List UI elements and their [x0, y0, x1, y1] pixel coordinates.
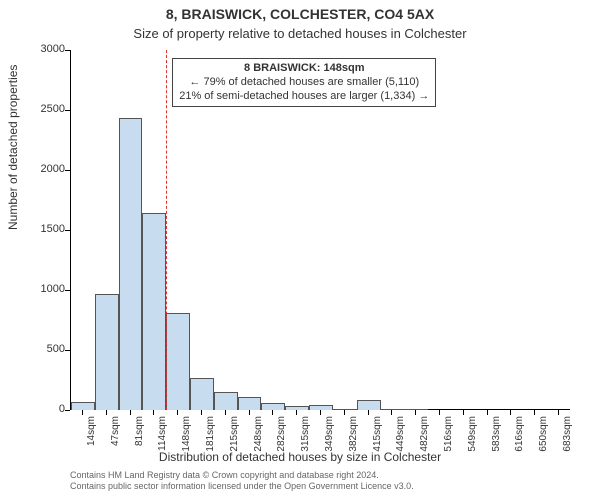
- x-tick-mark: [463, 410, 464, 415]
- x-tick-label: 449sqm: [395, 416, 406, 476]
- histogram-bar: [166, 313, 190, 410]
- x-tick-label: 650sqm: [538, 416, 549, 476]
- y-tick-label: 3000: [15, 43, 65, 55]
- y-tick-label: 1000: [15, 283, 65, 295]
- x-tick-mark: [344, 410, 345, 415]
- annot-label: 8 BRAISWICK:: [244, 62, 323, 74]
- x-tick-label: 181sqm: [205, 416, 216, 476]
- y-axis-label: Number of detached properties: [6, 65, 20, 230]
- x-tick-label: 415sqm: [372, 416, 383, 476]
- x-tick-mark: [296, 410, 297, 415]
- x-tick-mark: [320, 410, 321, 415]
- x-tick-mark: [439, 410, 440, 415]
- x-tick-label: 282sqm: [276, 416, 287, 476]
- x-tick-mark: [177, 410, 178, 415]
- plot-area: 8 BRAISWICK: 148sqm ← 79% of detached ho…: [70, 50, 570, 410]
- x-tick-mark: [153, 410, 154, 415]
- x-tick-label: 583sqm: [491, 416, 502, 476]
- histogram-bar: [71, 402, 95, 410]
- x-tick-label: 14sqm: [86, 416, 97, 476]
- x-axis-label: Distribution of detached houses by size …: [0, 450, 600, 464]
- x-tick-label: 616sqm: [514, 416, 525, 476]
- x-tick-mark: [225, 410, 226, 415]
- y-tick-label: 1500: [15, 223, 65, 235]
- footer: Contains HM Land Registry data © Crown c…: [70, 470, 414, 492]
- histogram-bar: [238, 397, 262, 410]
- x-tick-mark: [130, 410, 131, 415]
- x-tick-mark: [249, 410, 250, 415]
- x-tick-label: 349sqm: [324, 416, 335, 476]
- figure: 8, BRAISWICK, COLCHESTER, CO4 5AX Size o…: [0, 0, 600, 500]
- histogram-bar: [142, 213, 166, 410]
- x-tick-label: 549sqm: [467, 416, 478, 476]
- title-sub: Size of property relative to detached ho…: [0, 26, 600, 41]
- x-tick-mark: [534, 410, 535, 415]
- histogram-bar: [95, 294, 119, 410]
- footer-line1: Contains HM Land Registry data © Crown c…: [70, 470, 379, 480]
- x-tick-label: 47sqm: [110, 416, 121, 476]
- histogram-bar: [119, 118, 143, 410]
- x-tick-mark: [510, 410, 511, 415]
- footer-line2: Contains public sector information licen…: [70, 481, 414, 491]
- annot-line3: 21% of semi-detached houses are larger (…: [179, 90, 429, 102]
- x-tick-mark: [558, 410, 559, 415]
- x-tick-label: 81sqm: [134, 416, 145, 476]
- x-tick-mark: [272, 410, 273, 415]
- annot-line2: ← 79% of detached houses are smaller (5,…: [189, 76, 419, 88]
- x-tick-mark: [368, 410, 369, 415]
- reference-line: [166, 50, 167, 410]
- x-tick-mark: [487, 410, 488, 415]
- x-tick-label: 148sqm: [181, 416, 192, 476]
- x-tick-label: 683sqm: [562, 416, 573, 476]
- x-tick-label: 516sqm: [443, 416, 454, 476]
- x-tick-label: 315sqm: [300, 416, 311, 476]
- x-tick-mark: [415, 410, 416, 415]
- x-tick-label: 382sqm: [348, 416, 359, 476]
- annotation-box: 8 BRAISWICK: 148sqm ← 79% of detached ho…: [172, 58, 436, 107]
- x-tick-mark: [201, 410, 202, 415]
- y-tick-label: 2000: [15, 163, 65, 175]
- x-tick-mark: [82, 410, 83, 415]
- y-tick-label: 500: [15, 343, 65, 355]
- x-tick-label: 248sqm: [253, 416, 264, 476]
- histogram-bar: [190, 378, 214, 410]
- title-main: 8, BRAISWICK, COLCHESTER, CO4 5AX: [0, 6, 600, 22]
- histogram-bar: [214, 392, 238, 410]
- y-tick-mark: [65, 410, 70, 411]
- x-tick-mark: [391, 410, 392, 415]
- histogram-bar: [261, 403, 285, 410]
- x-tick-label: 114sqm: [157, 416, 168, 476]
- x-tick-mark: [106, 410, 107, 415]
- x-tick-label: 215sqm: [229, 416, 240, 476]
- annot-value: 148sqm: [324, 62, 365, 74]
- histogram-bar: [357, 400, 381, 410]
- y-tick-label: 0: [15, 403, 65, 415]
- y-tick-label: 2500: [15, 103, 65, 115]
- x-tick-label: 482sqm: [419, 416, 430, 476]
